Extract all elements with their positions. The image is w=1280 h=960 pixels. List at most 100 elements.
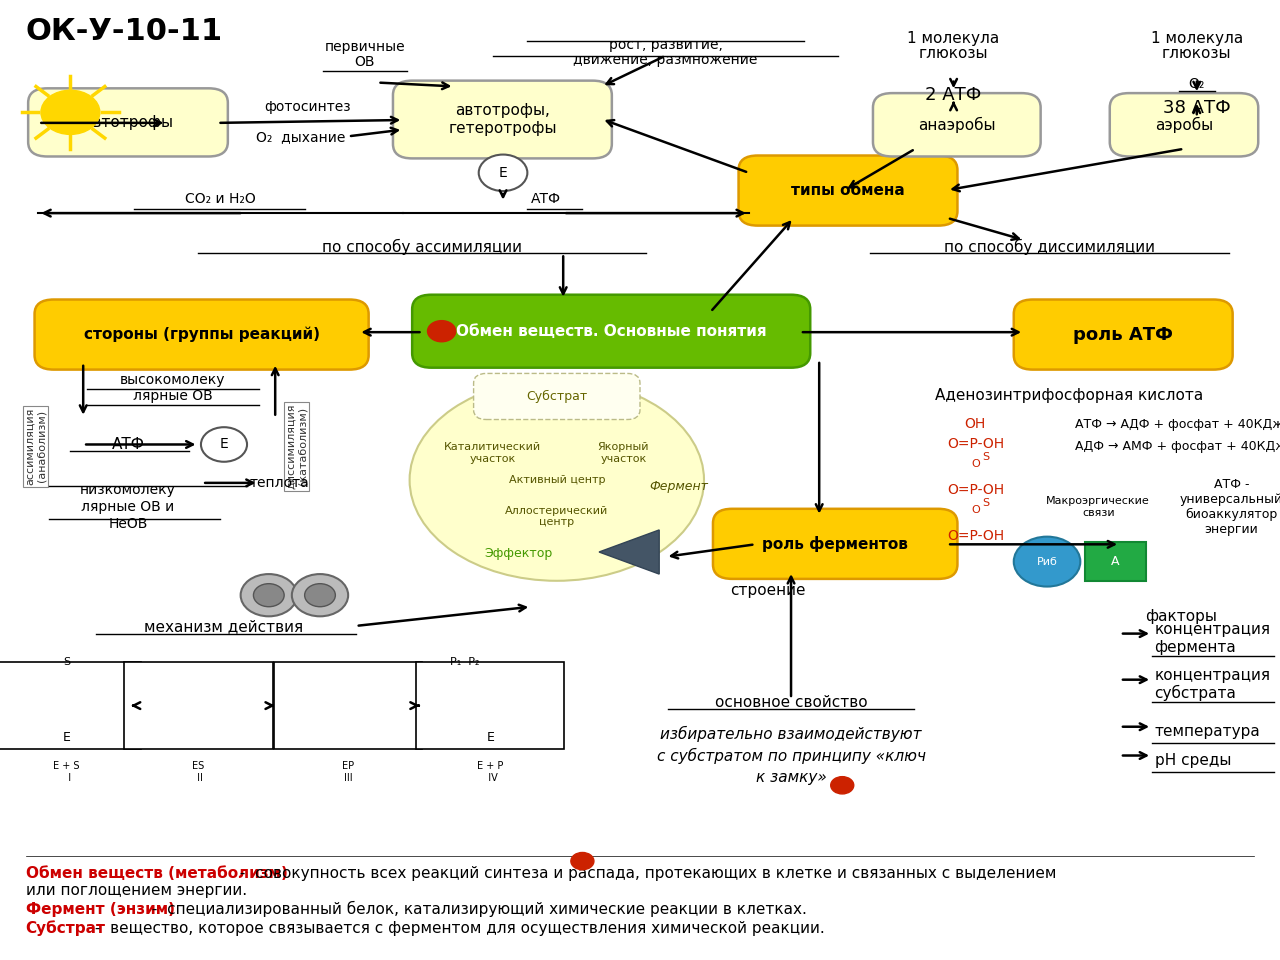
- Text: 1 молекула: 1 молекула: [1151, 31, 1243, 46]
- Text: EP
III: EP III: [342, 761, 355, 783]
- Text: рост, развитие,: рост, развитие,: [609, 38, 722, 53]
- Text: Каталитический
участок: Каталитический участок: [444, 443, 541, 464]
- Text: автотрофы: автотрофы: [83, 115, 173, 130]
- Text: основное свойство: основное свойство: [714, 695, 868, 710]
- FancyBboxPatch shape: [412, 295, 810, 368]
- Text: Фермент: Фермент: [649, 480, 708, 493]
- Text: роль ферментов: роль ферментов: [763, 536, 908, 552]
- Text: Обмен веществ (метаболизм): Обмен веществ (метаболизм): [26, 866, 288, 881]
- FancyBboxPatch shape: [393, 81, 612, 158]
- Circle shape: [571, 852, 594, 870]
- Text: Аллостерический
центр: Аллостерический центр: [506, 506, 608, 527]
- Text: O₂: O₂: [1189, 78, 1204, 91]
- FancyBboxPatch shape: [0, 662, 141, 749]
- FancyBboxPatch shape: [713, 509, 957, 579]
- Text: S: S: [982, 498, 989, 508]
- Text: Аденозинтрифосфорная кислота: Аденозинтрифосфорная кислота: [934, 388, 1203, 403]
- Text: Обмен веществ. Основные понятия: Обмен веществ. Основные понятия: [456, 324, 767, 339]
- Text: Эффектор: Эффектор: [484, 547, 553, 561]
- Text: диссимиляция
(катаболизм): диссимиляция (катаболизм): [287, 403, 307, 490]
- Text: O₂  дыхание: O₂ дыхание: [256, 131, 346, 144]
- Text: глюкозы: глюкозы: [1162, 46, 1231, 61]
- Text: O=P-OH: O=P-OH: [947, 437, 1004, 450]
- Text: АТФ: АТФ: [531, 192, 562, 206]
- Text: строение: строение: [731, 583, 805, 598]
- Text: -  вещество, которое связывается с ферментом для осуществления химической реакци: - вещество, которое связывается с фермен…: [90, 921, 824, 936]
- Text: Риб: Риб: [1037, 557, 1057, 566]
- Text: OH: OH: [965, 418, 986, 431]
- Circle shape: [201, 427, 247, 462]
- Text: Субстрат: Субстрат: [26, 921, 105, 936]
- Text: Субстрат: Субстрат: [526, 390, 588, 403]
- FancyBboxPatch shape: [274, 662, 422, 749]
- Text: первичные: первичные: [325, 39, 404, 54]
- FancyBboxPatch shape: [873, 93, 1041, 156]
- Text: лярные ОВ и: лярные ОВ и: [82, 500, 174, 515]
- Text: CO₂ и H₂O: CO₂ и H₂O: [184, 192, 256, 206]
- Text: S: S: [63, 658, 70, 667]
- Circle shape: [831, 777, 854, 794]
- Text: АТФ: АТФ: [111, 437, 145, 452]
- Text: O=P-OH: O=P-OH: [947, 529, 1004, 542]
- Text: фотосинтез: фотосинтез: [264, 100, 351, 114]
- Circle shape: [479, 155, 527, 191]
- Circle shape: [41, 90, 100, 134]
- Text: концентрация
фермента: концентрация фермента: [1155, 622, 1271, 655]
- Text: Е: Е: [499, 166, 507, 180]
- Text: Фермент (энзим): Фермент (энзим): [26, 901, 174, 917]
- Text: 1 молекула: 1 молекула: [908, 31, 1000, 46]
- Text: E + P
  IV: E + P IV: [477, 761, 503, 783]
- Text: АТФ -
универсальный
биоаккулятор
энергии: АТФ - универсальный биоаккулятор энергии: [1180, 478, 1280, 536]
- FancyBboxPatch shape: [1110, 93, 1258, 156]
- Text: -  специализированный белок, катализирующий химические реакции в клетках.: - специализированный белок, катализирующ…: [146, 901, 806, 917]
- Text: А: А: [1111, 555, 1120, 568]
- Text: E: E: [486, 731, 494, 744]
- Text: ES
 II: ES II: [192, 761, 205, 783]
- Circle shape: [241, 574, 297, 616]
- Text: или поглощением энергии.: или поглощением энергии.: [26, 883, 247, 899]
- Text: концентрация
субстрата: концентрация субстрата: [1155, 667, 1271, 702]
- Text: аэробы: аэробы: [1155, 117, 1213, 132]
- Text: O: O: [972, 505, 979, 515]
- FancyBboxPatch shape: [474, 373, 640, 420]
- FancyBboxPatch shape: [35, 300, 369, 370]
- Text: 38 АТФ: 38 АТФ: [1164, 100, 1230, 117]
- Text: стороны (группы реакций): стороны (группы реакций): [83, 326, 320, 343]
- FancyBboxPatch shape: [416, 662, 564, 749]
- Text: ОК-У-10-11: ОК-У-10-11: [26, 17, 223, 46]
- Circle shape: [292, 574, 348, 616]
- FancyBboxPatch shape: [124, 662, 273, 749]
- Circle shape: [1014, 537, 1080, 587]
- Text: 2 АТФ: 2 АТФ: [925, 86, 982, 104]
- Text: факторы: факторы: [1146, 609, 1217, 624]
- FancyBboxPatch shape: [739, 156, 957, 226]
- FancyBboxPatch shape: [1085, 542, 1146, 581]
- Text: лярные ОВ: лярные ОВ: [133, 389, 212, 403]
- Text: по способу ассимиляции: по способу ассимиляции: [323, 239, 522, 254]
- Circle shape: [428, 321, 456, 342]
- Text: S: S: [982, 452, 989, 462]
- Text: Активный центр: Активный центр: [508, 475, 605, 485]
- Text: P₁  P₂: P₁ P₂: [449, 658, 480, 667]
- Text: ОВ: ОВ: [355, 55, 375, 69]
- Text: E: E: [63, 731, 70, 744]
- Ellipse shape: [410, 379, 704, 581]
- Text: O: O: [972, 459, 979, 468]
- Circle shape: [305, 584, 335, 607]
- Text: ассимиляция
(анаболизм): ассимиляция (анаболизм): [26, 408, 46, 485]
- Text: с субстратом по принципу «ключ: с субстратом по принципу «ключ: [657, 748, 925, 763]
- Text: к замку»: к замку»: [755, 770, 827, 785]
- Text: анаэробы: анаэробы: [918, 117, 996, 132]
- FancyBboxPatch shape: [1014, 300, 1233, 370]
- Text: температура: температура: [1155, 724, 1261, 739]
- Text: автотрофы,
гетеротрофы: автотрофы, гетеротрофы: [448, 103, 557, 136]
- Text: Е: Е: [220, 438, 228, 451]
- Text: типы обмена: типы обмена: [791, 183, 905, 198]
- Text: глюкозы: глюкозы: [919, 46, 988, 61]
- Text: движение, размножение: движение, размножение: [573, 53, 758, 67]
- Text: рН среды: рН среды: [1155, 753, 1231, 768]
- Text: АДФ → АМФ + фосфат + 40КДж/моль: АДФ → АМФ + фосфат + 40КДж/моль: [1075, 440, 1280, 453]
- Polygon shape: [599, 530, 659, 574]
- Text: -  совокупность всех реакций синтеза и распада, протекающих в клетке и связанных: - совокупность всех реакций синтеза и ра…: [236, 866, 1056, 881]
- Text: Якорный
участок: Якорный участок: [598, 443, 649, 464]
